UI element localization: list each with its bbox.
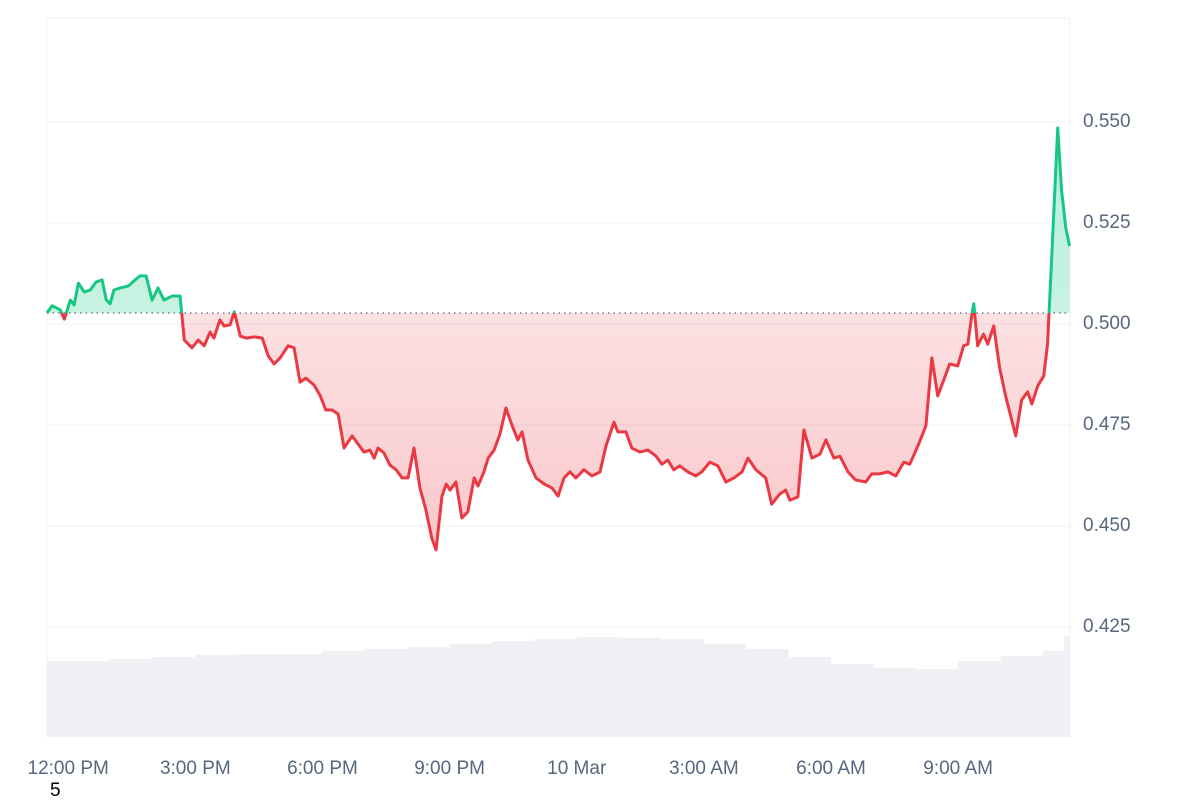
x-tick-label: 12:00 PM [28,758,109,779]
volume-bar [661,639,704,737]
y-tick-label: 0.475 [1083,414,1131,435]
x-tick-label: 9:00 AM [923,758,993,779]
area-down [47,313,1070,550]
volume-bar [195,654,238,737]
volume-bar [449,644,492,737]
volume-bar [619,637,662,737]
volume-bar [534,639,577,737]
x-tick-label: 6:00 AM [796,758,866,779]
footnote: 5 [50,780,61,800]
volume-bar [322,650,365,737]
y-tick-label: 0.550 [1083,111,1131,132]
volume-bar [1000,656,1043,737]
volume-bar [830,664,874,737]
volume-bar [915,669,959,737]
y-tick-label: 0.500 [1083,313,1131,334]
volume-bar [364,648,408,737]
volume-bar [110,658,153,737]
x-tick-label: 3:00 PM [160,758,231,779]
x-tick-label: 6:00 PM [287,758,358,779]
volume-bar [1064,635,1070,737]
volume-bar [576,637,620,737]
volume-bar [1042,650,1065,737]
volume-bar [47,661,69,737]
price-line-down [46,313,1051,552]
volume-bar [152,656,196,737]
x-tick-label: 9:00 PM [414,758,485,779]
volume-bar [407,647,450,737]
volume-bar [788,656,831,737]
volume-bar [68,661,111,737]
y-tick-label: 0.450 [1083,515,1131,536]
x-tick-label: 10 Mar [547,758,607,779]
volume-bar [703,644,747,737]
volume-bar [746,648,789,737]
x-tick-label: 3:00 AM [669,758,739,779]
y-tick-label: 0.525 [1083,212,1131,233]
y-tick-label: 0.425 [1083,616,1131,637]
volume-bar [280,654,323,737]
volume-bar [491,641,535,737]
volume-bar [873,667,916,737]
volume-bar [958,661,1001,737]
volume-bar [237,654,281,737]
